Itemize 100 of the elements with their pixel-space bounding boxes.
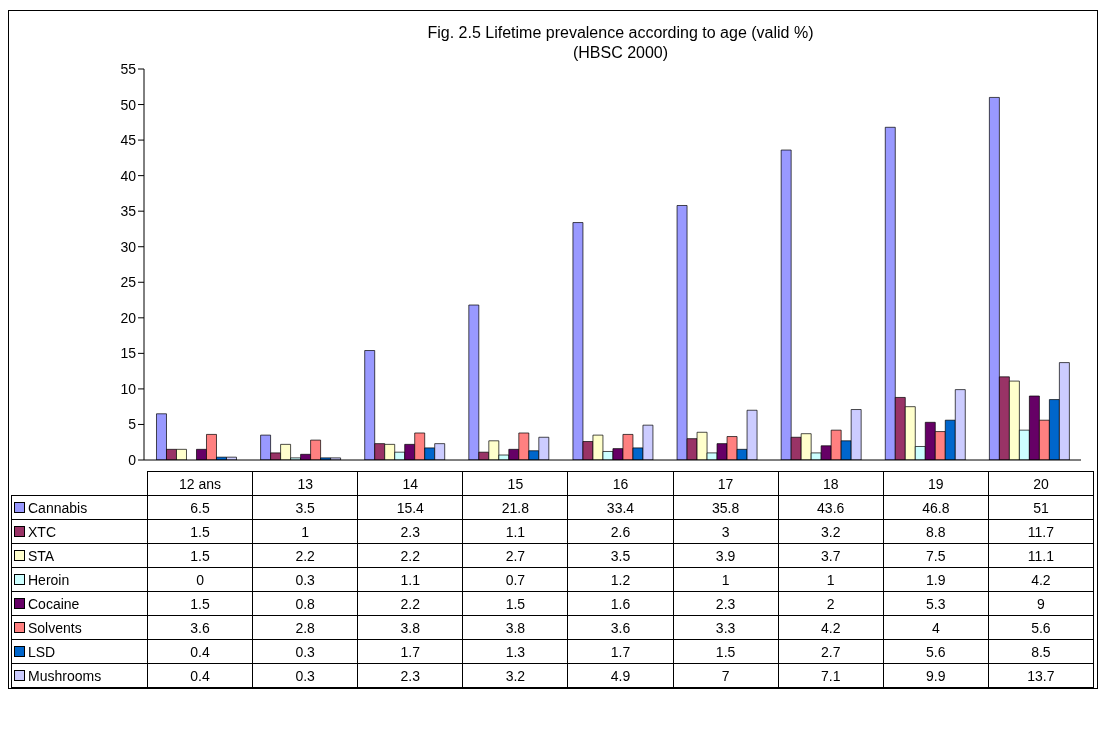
x-tick-label: 20 <box>988 471 1094 496</box>
x-tick-label: 17 <box>673 471 779 496</box>
y-tick-label: 10 <box>120 380 137 397</box>
data-label: 5.6 <box>988 615 1094 640</box>
data-label: 7 <box>673 663 779 688</box>
data-label: 6.5 <box>147 495 253 520</box>
data-label: 11.7 <box>988 519 1094 544</box>
data-label: 7.1 <box>778 663 884 688</box>
data-label: 1.5 <box>147 519 253 544</box>
y-tick-label: 35 <box>120 203 137 220</box>
data-label: 1.7 <box>567 639 674 664</box>
data-label: 7.5 <box>883 543 989 568</box>
x-tick-label: 16 <box>567 471 674 496</box>
y-tick-label: 5 <box>128 416 137 433</box>
data-label: 15.4 <box>357 495 463 520</box>
data-label: 1.7 <box>357 639 463 664</box>
data-label: 0 <box>147 567 253 592</box>
data-label: 2 <box>778 591 884 616</box>
legend-label: Cannabis <box>11 495 148 520</box>
data-label: 1 <box>778 567 884 592</box>
data-label: 21.8 <box>462 495 568 520</box>
data-label: 9 <box>988 591 1094 616</box>
data-label: 11.1 <box>988 543 1094 568</box>
data-label: 3.9 <box>673 543 779 568</box>
data-label: 1.1 <box>462 519 568 544</box>
y-tick-label: 55 <box>120 60 137 77</box>
data-label: 1.5 <box>147 591 253 616</box>
data-label: 2.2 <box>357 543 463 568</box>
data-label: 4.9 <box>567 663 674 688</box>
data-label: 0.3 <box>252 639 358 664</box>
legend-label: Solvents <box>11 615 148 640</box>
y-tick-label: 45 <box>120 132 137 149</box>
data-label: 3.6 <box>567 615 674 640</box>
data-label: 1.3 <box>462 639 568 664</box>
chart-subtitle: (HBSC 2000) <box>571 43 670 63</box>
data-label: 46.8 <box>883 495 989 520</box>
data-label: 1.1 <box>357 567 463 592</box>
legend-label: Cocaine <box>11 591 148 616</box>
data-label: 3.5 <box>567 543 674 568</box>
data-label: 3.3 <box>673 615 779 640</box>
data-label: 8.8 <box>883 519 989 544</box>
y-tick-label: 0 <box>128 451 137 468</box>
data-label: 1.5 <box>673 639 779 664</box>
data-label: 1.9 <box>883 567 989 592</box>
x-tick-label: 14 <box>357 471 463 496</box>
data-label: 2.7 <box>778 639 884 664</box>
data-label: 3.6 <box>147 615 253 640</box>
legend-label: STA <box>11 543 148 568</box>
y-tick-label: 15 <box>120 345 137 362</box>
legend-label: LSD <box>11 639 148 664</box>
data-label: 3.2 <box>778 519 884 544</box>
data-label: 3.8 <box>462 615 568 640</box>
data-label: 2.3 <box>357 519 463 544</box>
data-label: 8.5 <box>988 639 1094 664</box>
legend-label: Heroin <box>11 567 148 592</box>
data-label: 4.2 <box>988 567 1094 592</box>
data-label: 4 <box>883 615 989 640</box>
data-label: 33.4 <box>567 495 674 520</box>
data-label: 3.8 <box>357 615 463 640</box>
data-label: 5.3 <box>883 591 989 616</box>
data-label: 3.5 <box>252 495 358 520</box>
x-tick-label: 19 <box>883 471 989 496</box>
y-tick-label: 25 <box>120 274 137 291</box>
y-tick-label: 50 <box>120 96 137 113</box>
data-label: 1 <box>673 567 779 592</box>
y-tick-label: 30 <box>120 238 137 255</box>
data-label: 2.7 <box>462 543 568 568</box>
data-label: 35.8 <box>673 495 779 520</box>
data-label: 43.6 <box>778 495 884 520</box>
data-label: 5.6 <box>883 639 989 664</box>
x-tick-label: 12 ans <box>147 471 253 496</box>
data-label: 3 <box>673 519 779 544</box>
legend-label: Mushrooms <box>11 663 148 688</box>
data-label: 3.7 <box>778 543 884 568</box>
data-label: 0.7 <box>462 567 568 592</box>
x-tick-label: 15 <box>462 471 568 496</box>
data-label: 51 <box>988 495 1094 520</box>
data-label: 1.2 <box>567 567 674 592</box>
data-label: 2.8 <box>252 615 358 640</box>
chart-title: Fig. 2.5 Lifetime prevalence according to age (valid %) <box>426 23 815 43</box>
data-label: 4.2 <box>778 615 884 640</box>
legend-label: XTC <box>11 519 148 544</box>
data-label: 1.5 <box>147 543 253 568</box>
data-label: 2.6 <box>567 519 674 544</box>
data-label: 1 <box>252 519 358 544</box>
x-tick-label: 18 <box>778 471 884 496</box>
data-label: 0.4 <box>147 663 253 688</box>
data-label: 2.3 <box>673 591 779 616</box>
y-tick-label: 40 <box>120 167 137 184</box>
data-label: 0.3 <box>252 663 358 688</box>
data-label: 3.2 <box>462 663 568 688</box>
data-label: 0.8 <box>252 591 358 616</box>
data-label: 2.2 <box>252 543 358 568</box>
data-label: 9.9 <box>883 663 989 688</box>
data-label: 2.2 <box>357 591 463 616</box>
data-label: 0.3 <box>252 567 358 592</box>
y-tick-label: 20 <box>120 309 137 326</box>
data-label: 13.7 <box>988 663 1094 688</box>
data-label: 2.3 <box>357 663 463 688</box>
x-tick-label: 13 <box>252 471 358 496</box>
